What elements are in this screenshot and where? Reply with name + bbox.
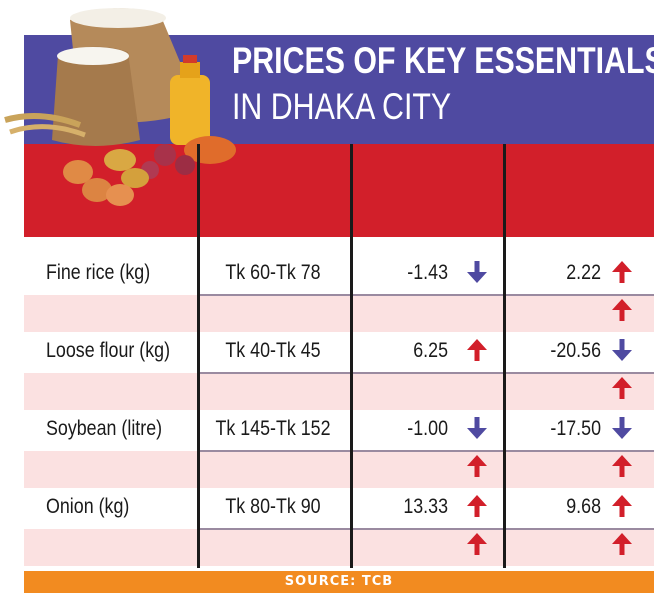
arrow-up-icon [467,533,487,555]
arrow-up-icon [612,455,632,477]
item-name: Onion (kg) [46,495,130,518]
item-name: Loose flour (kg) [46,339,171,362]
sub-row-2 [24,373,654,410]
arrow-up-icon [612,533,632,555]
change-value-1: 6.25 [413,339,448,362]
onion-1 [154,144,176,166]
flour-heap [57,47,129,65]
change-value-2: 9.68 [566,495,601,518]
egg-2 [82,178,112,202]
change-value-2: -20.56 [550,339,601,362]
change-value-2: -17.50 [550,417,601,440]
sub-row-1 [24,295,654,332]
change-value-1: -1.00 [407,417,448,440]
arrow-up-icon [467,455,487,477]
potato-2 [121,168,149,188]
row-separator [198,528,654,530]
arrow-up-icon [467,495,487,517]
arrow-up-icon [612,299,632,321]
potato-1 [104,149,136,171]
item-name: Fine rice (kg) [46,261,151,284]
oil-bottle [170,75,210,145]
arrow-down-icon [467,417,487,439]
price-range: Tk 80-Tk 90 [225,495,321,518]
wheat-stalks [4,113,82,128]
rice-heap-back [70,8,166,28]
oil-bottle-cap [183,55,197,63]
sub-row-3 [24,451,654,488]
change-value-1: -1.43 [407,261,448,284]
egg-3 [106,184,134,206]
column-divider-2 [350,144,353,568]
arrow-up-icon [467,339,487,361]
row-separator [198,294,654,296]
column-divider-1 [197,144,200,568]
oil-bottle-neck [180,62,200,78]
arrow-up-icon [612,261,632,283]
row-separator [198,450,654,452]
title-line1: PRICES OF KEY ESSENTIALS [232,40,654,81]
row-separator [198,372,654,374]
arrow-down-icon [612,339,632,361]
item-name: Soybean (litre) [46,417,163,440]
title-line2: IN DHAKA CITY [232,86,452,127]
change-value-1: 13.33 [403,495,448,518]
arrow-up-icon [612,495,632,517]
food-illustration [4,8,236,206]
change-value-2: 2.22 [566,261,601,284]
price-range: Tk 145-Tk 152 [215,417,331,440]
egg-1 [63,160,93,184]
source-text: SOURCE: TCB [284,574,394,589]
onion-2 [175,155,195,175]
arrow-down-icon [612,417,632,439]
price-range: Tk 40-Tk 45 [225,339,321,362]
sub-row-4 [24,529,654,566]
price-range: Tk 60-Tk 78 [225,261,321,284]
column-divider-3 [503,144,506,568]
arrow-up-icon [612,377,632,399]
arrow-down-icon [467,261,487,283]
source-bar [24,571,654,593]
